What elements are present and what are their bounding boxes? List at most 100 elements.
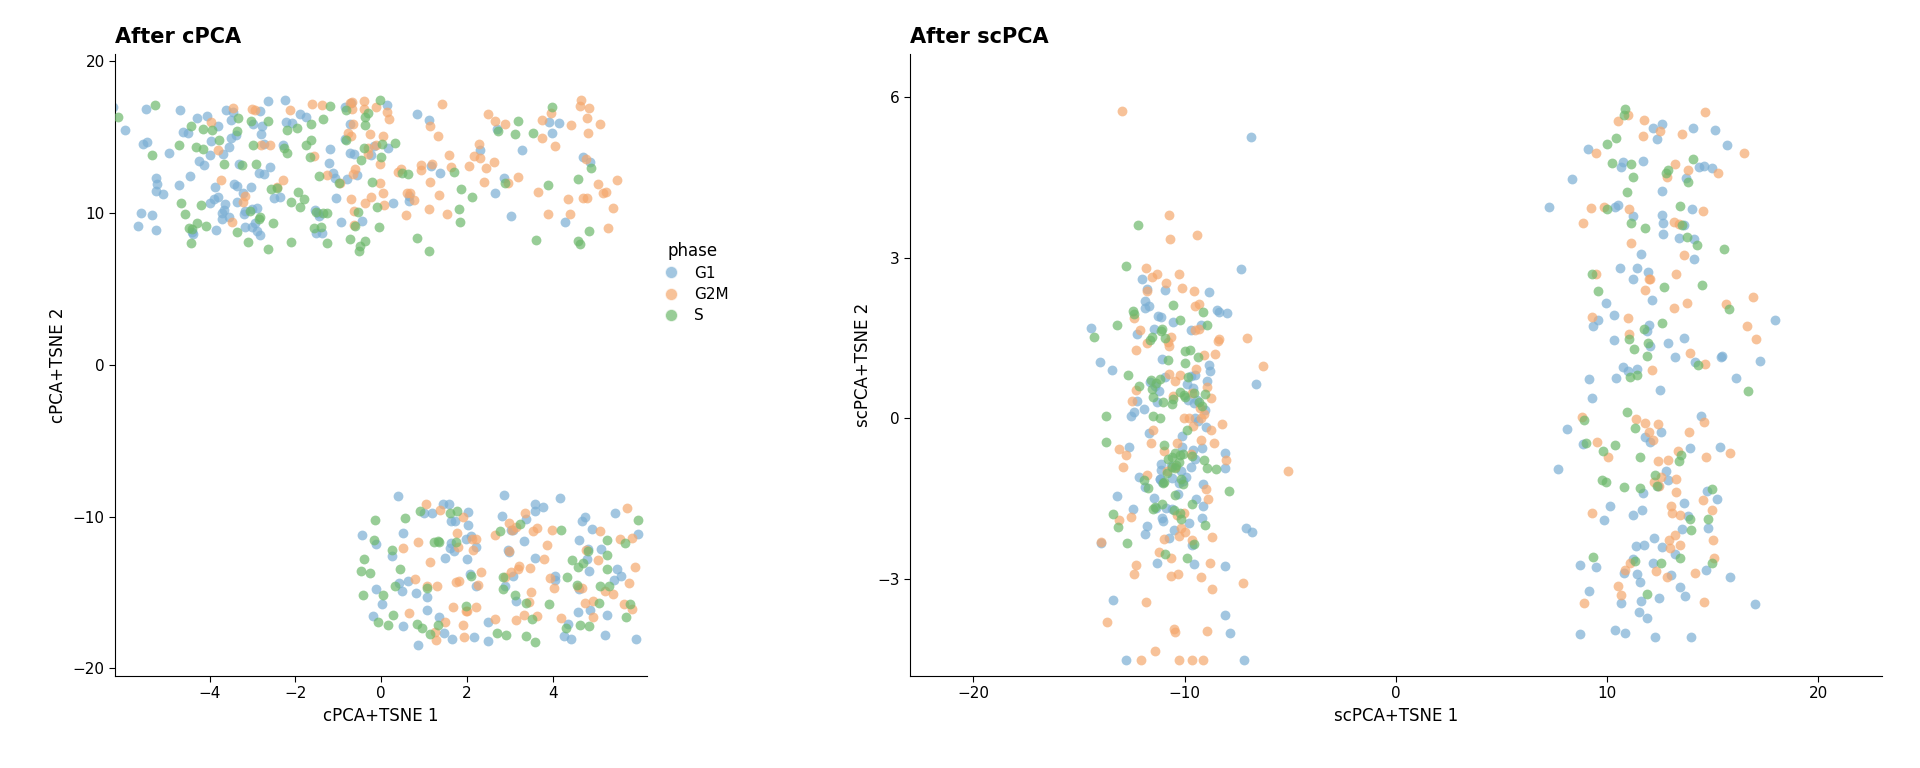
- Point: [1588, 201, 1619, 214]
- Point: [1684, 359, 1715, 371]
- Point: [432, 207, 463, 220]
- Point: [540, 570, 570, 582]
- Point: [438, 545, 468, 557]
- Point: [453, 518, 484, 531]
- Point: [284, 108, 315, 120]
- Point: [1644, 592, 1674, 604]
- Point: [1175, 343, 1206, 356]
- Point: [348, 102, 378, 114]
- Point: [1630, 284, 1661, 296]
- Point: [1642, 480, 1672, 492]
- Point: [497, 523, 528, 535]
- Point: [1177, 539, 1208, 551]
- Point: [1131, 285, 1162, 297]
- Point: [1640, 631, 1670, 643]
- Point: [1188, 478, 1219, 490]
- Point: [328, 101, 359, 113]
- Point: [1181, 394, 1212, 406]
- Point: [401, 232, 432, 244]
- Point: [215, 131, 246, 144]
- Point: [1576, 392, 1607, 404]
- Point: [1102, 319, 1133, 332]
- Point: [1144, 386, 1175, 398]
- Point: [1743, 355, 1774, 367]
- Point: [1668, 332, 1699, 344]
- Point: [1091, 410, 1121, 422]
- Point: [1565, 559, 1596, 571]
- Point: [1586, 474, 1617, 486]
- Point: [200, 181, 230, 194]
- Point: [1194, 286, 1225, 298]
- Point: [1622, 362, 1653, 375]
- Point: [1183, 415, 1213, 428]
- Point: [426, 98, 457, 110]
- Point: [1129, 481, 1160, 493]
- Point: [1135, 300, 1165, 312]
- Point: [1653, 164, 1684, 176]
- Point: [1603, 200, 1634, 212]
- Point: [597, 588, 628, 601]
- Point: [282, 122, 313, 134]
- X-axis label: cPCA+TSNE 1: cPCA+TSNE 1: [323, 707, 440, 725]
- Point: [1619, 509, 1649, 521]
- Point: [526, 114, 557, 126]
- Point: [555, 208, 586, 220]
- Point: [1177, 386, 1208, 399]
- Point: [1139, 391, 1169, 403]
- Point: [1728, 147, 1759, 159]
- Point: [305, 221, 336, 233]
- Point: [417, 158, 447, 170]
- Point: [273, 147, 303, 159]
- Point: [1653, 336, 1684, 349]
- Point: [1668, 250, 1699, 262]
- Point: [1144, 473, 1175, 485]
- Point: [1164, 654, 1194, 666]
- Point: [1098, 508, 1129, 520]
- Point: [1179, 300, 1210, 313]
- Point: [1759, 314, 1789, 326]
- Point: [240, 104, 271, 116]
- Point: [1196, 423, 1227, 435]
- Point: [1210, 559, 1240, 571]
- Point: [1667, 219, 1697, 231]
- Point: [1703, 167, 1734, 179]
- Point: [478, 156, 509, 168]
- Point: [415, 114, 445, 126]
- Point: [177, 228, 207, 240]
- Point: [303, 210, 334, 222]
- Point: [1613, 333, 1644, 345]
- Point: [1605, 161, 1636, 174]
- Point: [223, 158, 253, 170]
- Point: [566, 94, 597, 107]
- Point: [1169, 508, 1200, 520]
- Point: [374, 113, 405, 125]
- Point: [1647, 217, 1678, 230]
- Point: [461, 541, 492, 553]
- Point: [593, 221, 624, 233]
- Point: [1571, 436, 1601, 449]
- Point: [342, 169, 372, 181]
- Point: [1204, 306, 1235, 318]
- Point: [269, 139, 300, 151]
- Point: [1188, 389, 1219, 401]
- Point: [1690, 564, 1720, 577]
- Point: [298, 150, 328, 162]
- Point: [1688, 160, 1718, 172]
- Point: [1574, 202, 1605, 214]
- Point: [336, 95, 367, 108]
- Point: [255, 139, 286, 151]
- Point: [136, 209, 167, 221]
- Point: [472, 634, 503, 647]
- Point: [1665, 551, 1695, 564]
- Point: [372, 619, 403, 631]
- Point: [1229, 654, 1260, 666]
- Point: [1686, 410, 1716, 422]
- Point: [1162, 509, 1192, 521]
- Point: [1165, 513, 1196, 525]
- Point: [1104, 443, 1135, 455]
- Point: [296, 134, 326, 146]
- Point: [1119, 406, 1150, 418]
- Point: [516, 585, 547, 598]
- Point: [269, 142, 300, 154]
- Point: [1210, 462, 1240, 474]
